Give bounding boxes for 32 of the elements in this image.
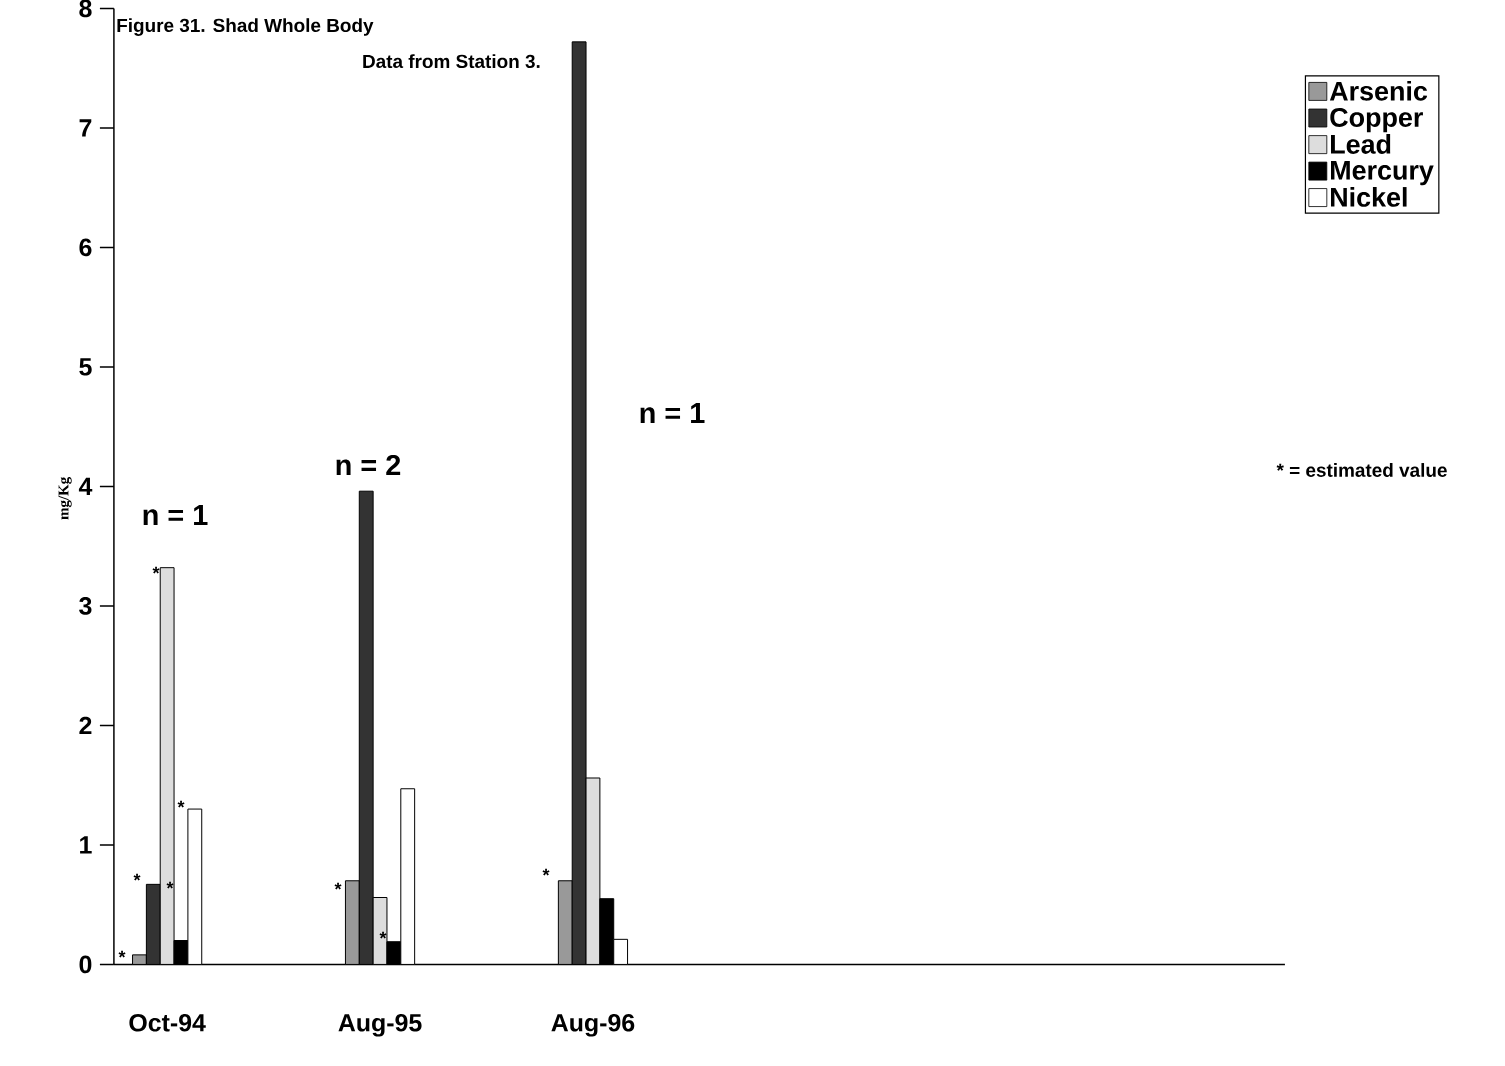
chart-title: Figure 31. Shad Whole Body — [117, 18, 374, 36]
y-tick-label: 7 — [79, 119, 92, 137]
annotation: * — [118, 950, 126, 958]
x-tick-label: Oct-94 — [129, 1013, 206, 1032]
annotation: * = estimated value — [1276, 463, 1447, 477]
y-tick-label: 4 — [78, 477, 93, 495]
x-tick-label: Aug-96 — [551, 1013, 635, 1037]
y-tick-label: 8 — [79, 0, 92, 18]
legend-label: Copper — [1330, 107, 1423, 133]
y-axis-title: mg/Kg — [58, 476, 72, 520]
legend-label: Mercury — [1331, 161, 1434, 186]
annotation: * — [379, 931, 387, 939]
annotation: n = 1 — [640, 403, 705, 423]
legend-label: Arsenic — [1329, 80, 1428, 101]
y-tick-label: 2 — [79, 716, 92, 735]
y-tick-label: 6 — [79, 238, 92, 257]
x-tick-label: Aug-95 — [338, 1013, 422, 1037]
annotation: * — [177, 800, 185, 808]
y-tick-label: 5 — [79, 358, 92, 376]
annotation: * — [166, 881, 174, 889]
annotation: n = 1 — [143, 505, 208, 525]
y-tick-label: 0 — [79, 955, 92, 974]
annotation: * — [542, 868, 550, 876]
annotation: * — [334, 882, 342, 890]
legend-label: Nickel — [1331, 187, 1407, 207]
annotation: n = 2 — [336, 454, 401, 476]
text: Data from Station 3. — [363, 54, 540, 69]
y-tick-label: 1 — [80, 836, 92, 854]
annotation: * — [152, 566, 160, 574]
y-tick-label: 3 — [79, 597, 92, 615]
legend-label: Lead — [1331, 134, 1391, 154]
annotation: * — [133, 873, 141, 881]
